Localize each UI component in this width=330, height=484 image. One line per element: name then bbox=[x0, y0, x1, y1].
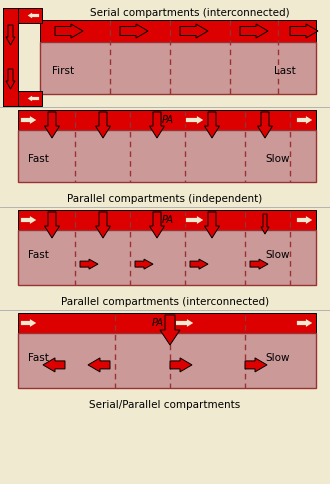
Bar bbox=[18, 110, 316, 130]
Polygon shape bbox=[149, 212, 164, 238]
Polygon shape bbox=[26, 11, 40, 20]
Polygon shape bbox=[20, 318, 38, 329]
Bar bbox=[18, 130, 316, 182]
Polygon shape bbox=[45, 112, 59, 138]
Bar bbox=[18, 333, 316, 388]
Bar bbox=[3, 8, 18, 106]
Polygon shape bbox=[205, 212, 219, 238]
Bar bbox=[18, 230, 316, 285]
Text: Slow: Slow bbox=[265, 353, 289, 363]
Polygon shape bbox=[26, 94, 40, 103]
Polygon shape bbox=[180, 24, 208, 38]
Text: PA: PA bbox=[162, 115, 174, 125]
Polygon shape bbox=[55, 24, 83, 38]
Polygon shape bbox=[296, 214, 314, 226]
Text: Last: Last bbox=[274, 66, 296, 76]
Text: First: First bbox=[52, 66, 74, 76]
Polygon shape bbox=[170, 358, 192, 372]
Polygon shape bbox=[257, 112, 273, 138]
Text: Slow: Slow bbox=[265, 153, 289, 164]
Polygon shape bbox=[185, 115, 205, 125]
Polygon shape bbox=[296, 115, 314, 125]
Polygon shape bbox=[240, 24, 268, 38]
Text: Fast: Fast bbox=[28, 250, 49, 260]
Bar bbox=[3, 8, 42, 23]
Bar bbox=[40, 20, 316, 42]
Text: Slow: Slow bbox=[265, 250, 289, 260]
Polygon shape bbox=[88, 358, 110, 372]
Bar bbox=[18, 313, 316, 333]
Text: Parallel compartments (interconnected): Parallel compartments (interconnected) bbox=[61, 297, 269, 307]
Polygon shape bbox=[261, 214, 269, 234]
Text: PA: PA bbox=[162, 215, 174, 225]
Text: PA: PA bbox=[152, 318, 164, 328]
Polygon shape bbox=[20, 214, 38, 226]
Polygon shape bbox=[45, 212, 59, 238]
Text: Serial compartments (interconnected): Serial compartments (interconnected) bbox=[90, 8, 290, 18]
Text: Fast: Fast bbox=[28, 153, 49, 164]
Polygon shape bbox=[80, 259, 98, 269]
Text: Fast: Fast bbox=[28, 353, 49, 363]
Polygon shape bbox=[185, 214, 205, 226]
Polygon shape bbox=[175, 318, 195, 329]
Polygon shape bbox=[250, 259, 268, 269]
Bar bbox=[18, 210, 316, 230]
Polygon shape bbox=[205, 112, 219, 138]
Bar bbox=[3, 91, 42, 106]
Polygon shape bbox=[245, 358, 267, 372]
Polygon shape bbox=[296, 318, 314, 329]
Polygon shape bbox=[43, 358, 65, 372]
Polygon shape bbox=[290, 24, 318, 38]
Text: Parallel compartments (independent): Parallel compartments (independent) bbox=[67, 194, 263, 204]
Polygon shape bbox=[6, 25, 15, 45]
Polygon shape bbox=[95, 212, 111, 238]
Polygon shape bbox=[120, 24, 148, 38]
Polygon shape bbox=[135, 259, 153, 269]
Polygon shape bbox=[160, 315, 180, 345]
Text: Serial/Parallel compartments: Serial/Parallel compartments bbox=[89, 400, 241, 410]
Polygon shape bbox=[190, 259, 208, 269]
Polygon shape bbox=[6, 69, 15, 89]
Polygon shape bbox=[149, 112, 164, 138]
Polygon shape bbox=[20, 115, 38, 125]
Polygon shape bbox=[95, 112, 111, 138]
Bar bbox=[40, 42, 316, 94]
